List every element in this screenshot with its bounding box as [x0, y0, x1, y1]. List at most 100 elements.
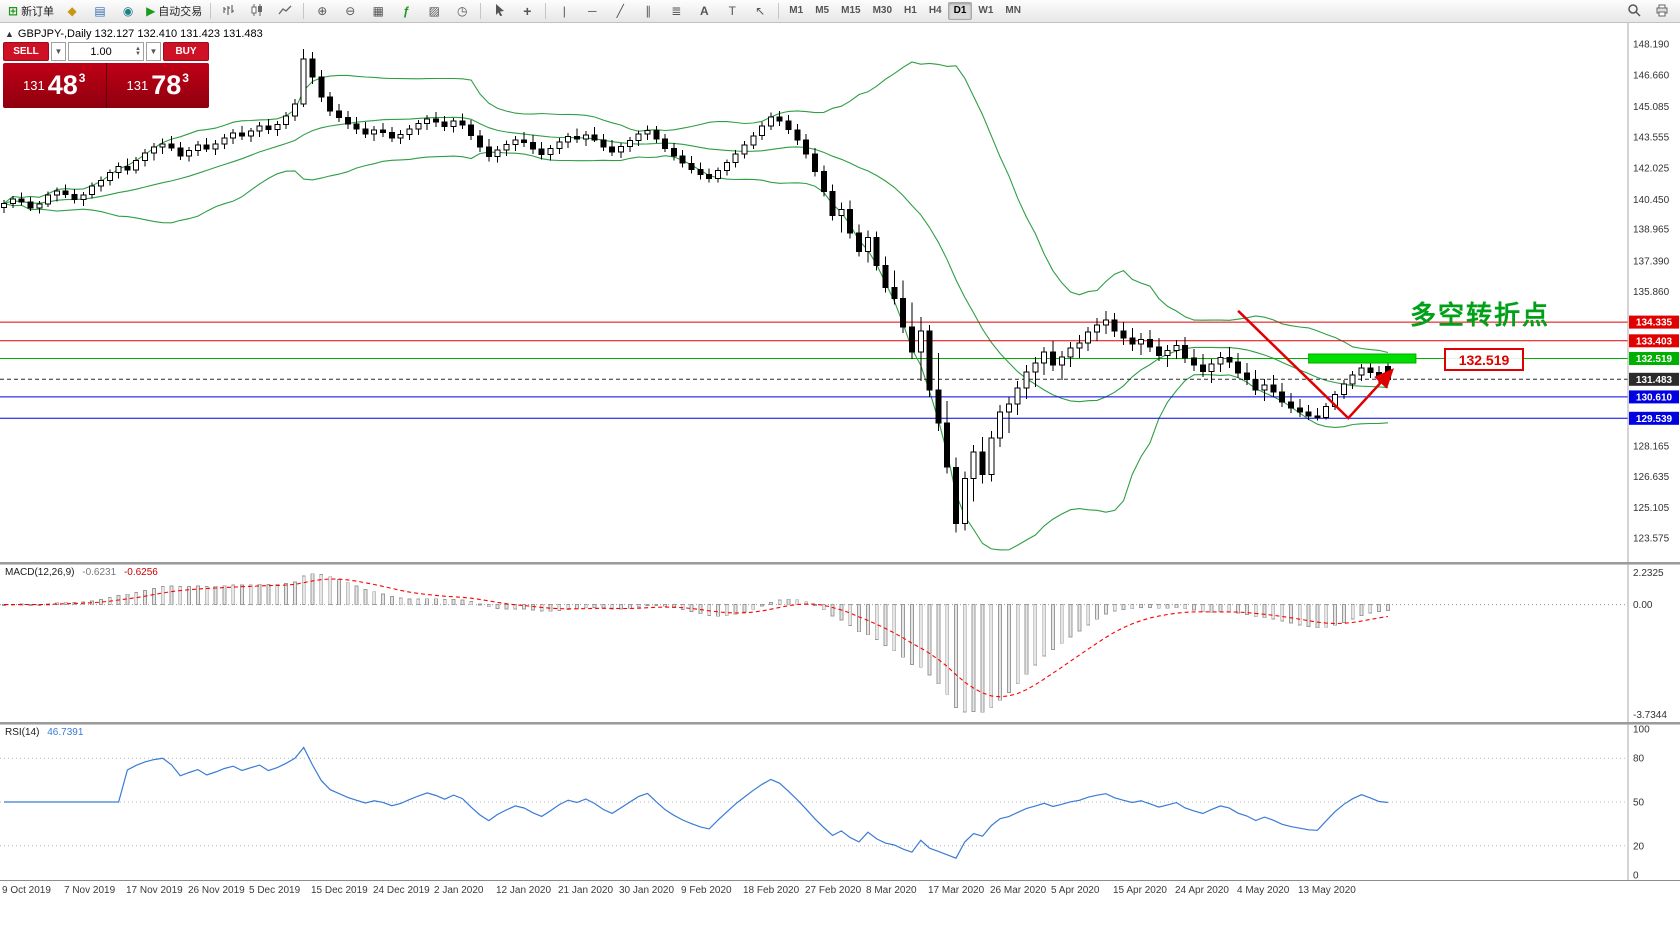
svg-text:50: 50 [1633, 798, 1645, 809]
rsi-header: RSI(14) 46.7391 [5, 727, 83, 738]
rsi-panel-canvas[interactable]: 100 80 50 20 0 [0, 724, 1680, 880]
auto-trading-icon: ▶ [146, 4, 156, 18]
arrow-tool-icon: ↖ [755, 4, 766, 18]
market-button[interactable]: ▤ [86, 0, 114, 22]
print-button[interactable] [1648, 0, 1676, 22]
quotes-button[interactable]: ◆ [58, 0, 86, 22]
spin-up-icon[interactable]: ▲ [135, 45, 141, 52]
panel-splitter[interactable] [0, 562, 1680, 564]
text-tool-button[interactable]: A [690, 0, 718, 22]
svg-text:135.860: 135.860 [1633, 287, 1670, 298]
candles [1, 48, 1391, 533]
sell-price-button[interactable]: 131 48 3 [3, 63, 107, 108]
tf-m5-button[interactable]: M5 [815, 5, 830, 16]
macd-signal-value: -0.6256 [123, 567, 158, 578]
bar-chart-icon [222, 3, 236, 20]
svg-text:143.555: 143.555 [1633, 133, 1670, 144]
price-axis-ticks[interactable]: 148.190 146.660 145.085 143.555 142.025 140.4… [1633, 40, 1670, 545]
volume-input[interactable] [69, 44, 134, 59]
tf-w1-button[interactable]: W1 [978, 5, 994, 16]
x-axis-label: 9 Feb 2020 [681, 885, 732, 896]
vertical-line-button[interactable]: | [550, 0, 578, 22]
svg-text:132.519: 132.519 [1636, 354, 1673, 365]
svg-text:131.483: 131.483 [1636, 375, 1673, 386]
fibonacci-icon: ≣ [671, 4, 682, 18]
tf-h1-button[interactable]: H1 [904, 5, 917, 16]
tf-h4-button[interactable]: H4 [928, 5, 942, 16]
tile-windows-icon: ▦ [372, 4, 384, 18]
price-chart-canvas[interactable]: 148.190 146.660 145.085 143.555 142.025 140.4… [0, 23, 1680, 562]
x-axis-label: 26 Nov 2019 [188, 885, 245, 896]
arrow-tool-button[interactable]: ↖ [746, 0, 774, 22]
community-button[interactable]: ◉ [114, 0, 142, 22]
buy-small-button[interactable]: BUY [163, 42, 209, 61]
separator [303, 3, 305, 19]
channel-button[interactable]: ∥ [634, 0, 662, 22]
rsi-axis-labels[interactable]: 100 80 50 20 0 [1633, 725, 1650, 881]
x-axis-label: 2 Jan 2020 [434, 885, 484, 896]
zoom-in-button[interactable]: ⊕ [308, 0, 336, 22]
auto-trading-button[interactable]: ▶ 自动交易 [142, 0, 206, 22]
auto-trading-label: 自动交易 [158, 6, 203, 18]
period-button[interactable]: ◷ [448, 0, 476, 22]
sell-dropdown-icon[interactable]: ▼ [51, 42, 66, 61]
indicators-button[interactable]: ƒ [392, 0, 420, 22]
tf-d1-button[interactable]: D1 [947, 2, 973, 20]
svg-text:123.575: 123.575 [1633, 534, 1670, 545]
x-axis-label: 30 Jan 2020 [619, 885, 675, 896]
tf-m15-button[interactable]: M15 [841, 5, 861, 16]
panel-splitter[interactable] [0, 722, 1680, 724]
macd-value: -0.6231 [82, 567, 117, 578]
horizontal-line-button[interactable]: ─ [578, 0, 606, 22]
templates-icon: ▨ [428, 4, 440, 18]
label-tool-button[interactable]: T [718, 0, 746, 22]
one-click-collapse-icon[interactable]: ▲ [5, 29, 14, 39]
macd-name: MACD(12,26,9) [5, 567, 75, 578]
channel-icon: ∥ [645, 4, 652, 18]
tile-windows-button[interactable]: ▦ [364, 0, 392, 22]
macd-axis-labels[interactable]: 2.2325 0.00 -3.7344 [1633, 568, 1667, 721]
symbol-ohlc-text: GBPJPY-,Daily 132.127 132.410 131.423 13… [17, 28, 263, 40]
tf-mn-button[interactable]: MN [1005, 5, 1021, 16]
svg-text:138.965: 138.965 [1633, 225, 1670, 236]
spin-down-icon[interactable]: ▼ [135, 50, 141, 57]
trendline-button[interactable]: ╱ [606, 0, 634, 22]
fibonacci-button[interactable]: ≣ [662, 0, 690, 22]
search-button[interactable] [1620, 0, 1648, 22]
tf-m1-button[interactable]: M1 [789, 5, 804, 16]
macd-panel-canvas[interactable]: 2.2325 0.00 -3.7344 [0, 564, 1680, 722]
chart-ohlc-info: ▲ GBPJPY-,Daily 132.127 132.410 131.423 … [5, 28, 263, 40]
search-icon [1627, 3, 1641, 20]
svg-text:133.403: 133.403 [1636, 336, 1673, 347]
templates-button[interactable]: ▨ [420, 0, 448, 22]
buy-dropdown-icon[interactable]: ▼ [146, 42, 161, 61]
zoom-out-button[interactable]: ⊖ [336, 0, 364, 22]
new-order-button[interactable]: ⊞ 新订单 [4, 0, 58, 22]
buy-price-pips: 78 [151, 70, 182, 100]
trendline-icon: ╱ [616, 4, 624, 18]
candlestick-button[interactable] [243, 0, 271, 22]
svg-text:80: 80 [1633, 754, 1645, 765]
line-chart-button[interactable] [271, 0, 299, 22]
cursor-button[interactable] [485, 0, 513, 22]
buy-price-button[interactable]: 131 78 3 [106, 63, 209, 108]
x-axis-label: 9 Oct 2019 [2, 885, 51, 896]
time-axis[interactable]: 9 Oct 2019 7 Nov 2019 17 Nov 2019 26 Nov 20… [0, 880, 1680, 903]
x-axis-label: 8 Mar 2020 [866, 885, 917, 896]
x-axis-label: 5 Apr 2020 [1051, 885, 1100, 896]
support-highlight-rect[interactable] [1308, 353, 1417, 364]
bar-chart-button[interactable] [215, 0, 243, 22]
crosshair-button[interactable]: + [513, 0, 541, 22]
x-axis-label: 12 Jan 2020 [496, 885, 552, 896]
svg-text:-3.7344: -3.7344 [1633, 710, 1667, 721]
svg-text:0.00: 0.00 [1633, 600, 1653, 611]
trend-arrow[interactable] [1237, 309, 1394, 420]
sell-small-button[interactable]: SELL [3, 42, 49, 61]
volume-spinner[interactable]: ▲ ▼ [133, 45, 143, 57]
price-callout-box[interactable]: 132.519 [1444, 348, 1524, 371]
tf-m30-button[interactable]: M30 [872, 5, 893, 16]
x-axis-label: 17 Mar 2020 [928, 885, 985, 896]
horizontal-lines[interactable] [0, 321, 1628, 419]
rs i-name: RSI(14) [5, 727, 40, 738]
